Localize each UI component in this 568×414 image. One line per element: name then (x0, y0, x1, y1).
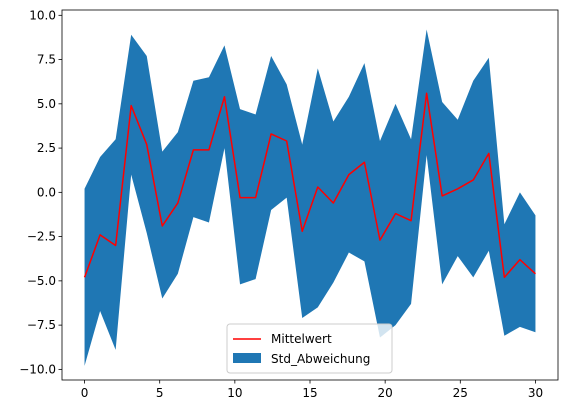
y-tick-label: 0.0 (37, 185, 56, 199)
y-axis: −10.0 −7.5 −5.0 −2.5 0.0 2.5 5.0 7.5 10.0 (19, 8, 62, 376)
mean-line-layer (83, 92, 536, 279)
y-tick-label: −2.5 (27, 230, 56, 244)
x-tick-label: 15 (302, 386, 317, 400)
y-tick-label: −10.0 (19, 362, 56, 376)
y-tick-label: 7.5 (37, 53, 56, 67)
x-tick-label: 10 (227, 386, 242, 400)
std-band (84, 29, 536, 366)
legend: Mittelwert Std_Abweichung (226, 323, 393, 374)
y-tick-label: −5.0 (27, 274, 56, 288)
mean-line (83, 92, 536, 279)
x-tick-label: 30 (528, 386, 543, 400)
std-band-layer (84, 29, 536, 366)
legend-box (226, 323, 393, 374)
legend-label-mittelwert: Mittelwert (271, 332, 332, 346)
x-tick-label: 0 (81, 386, 89, 400)
legend-band-swatch (233, 353, 261, 363)
legend-label-std-abweichung: Std_Abweichung (271, 352, 370, 366)
x-tick-label: 25 (453, 386, 468, 400)
x-tick-label: 20 (378, 386, 393, 400)
y-tick-label: 5.0 (37, 97, 56, 111)
x-tick-label: 5 (156, 386, 164, 400)
y-tick-label: −7.5 (27, 318, 56, 332)
y-tick-label: 2.5 (37, 141, 56, 155)
x-axis: 0 5 10 15 20 25 30 (81, 380, 543, 400)
y-tick-label: 10.0 (29, 8, 56, 22)
